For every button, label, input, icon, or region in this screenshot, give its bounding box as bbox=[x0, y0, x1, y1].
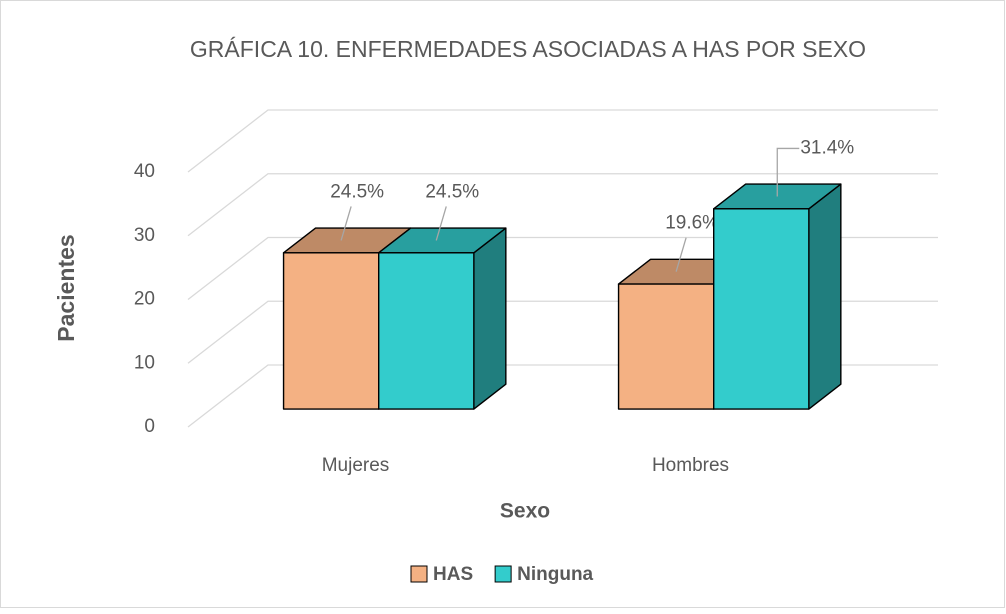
leader-line bbox=[675, 237, 687, 272]
y-axis-title: Pacientes bbox=[53, 234, 79, 341]
bar-face bbox=[282, 252, 380, 410]
leader-line bbox=[776, 147, 800, 197]
bar-face bbox=[378, 252, 475, 410]
leader-line bbox=[340, 206, 352, 241]
data-label: 19.6% bbox=[665, 213, 719, 234]
legend-label: Ninguna bbox=[517, 564, 593, 585]
y-tick-label: 30 bbox=[134, 225, 155, 246]
legend-label: HAS bbox=[433, 564, 473, 585]
data-label: 31.4% bbox=[800, 137, 854, 158]
y-tick-label: 20 bbox=[134, 289, 155, 310]
x-axis-title: Sexo bbox=[500, 500, 550, 523]
data-label: 24.5% bbox=[425, 181, 479, 202]
bar bbox=[378, 227, 507, 410]
x-tick-label: Hombres bbox=[652, 455, 729, 476]
y-tick-label: 10 bbox=[134, 352, 155, 373]
data-label: 24.5% bbox=[330, 181, 384, 202]
grid-line bbox=[187, 173, 938, 237]
bar-face bbox=[473, 227, 507, 410]
bar-face bbox=[713, 208, 810, 410]
y-tick-label: 0 bbox=[144, 416, 155, 437]
y-tick-label: 40 bbox=[134, 161, 155, 182]
leader-line bbox=[435, 206, 447, 241]
legend-swatch bbox=[494, 565, 512, 583]
x-tick-label: Mujeres bbox=[322, 455, 390, 476]
bar-face bbox=[808, 183, 842, 410]
bar-face bbox=[617, 283, 715, 410]
chart-title: GRÁFICA 10. ENFERMEDADES ASOCIADAS A HAS… bbox=[190, 36, 866, 62]
bar bbox=[713, 183, 842, 410]
grid-line bbox=[187, 109, 938, 173]
legend-swatch bbox=[410, 565, 428, 583]
